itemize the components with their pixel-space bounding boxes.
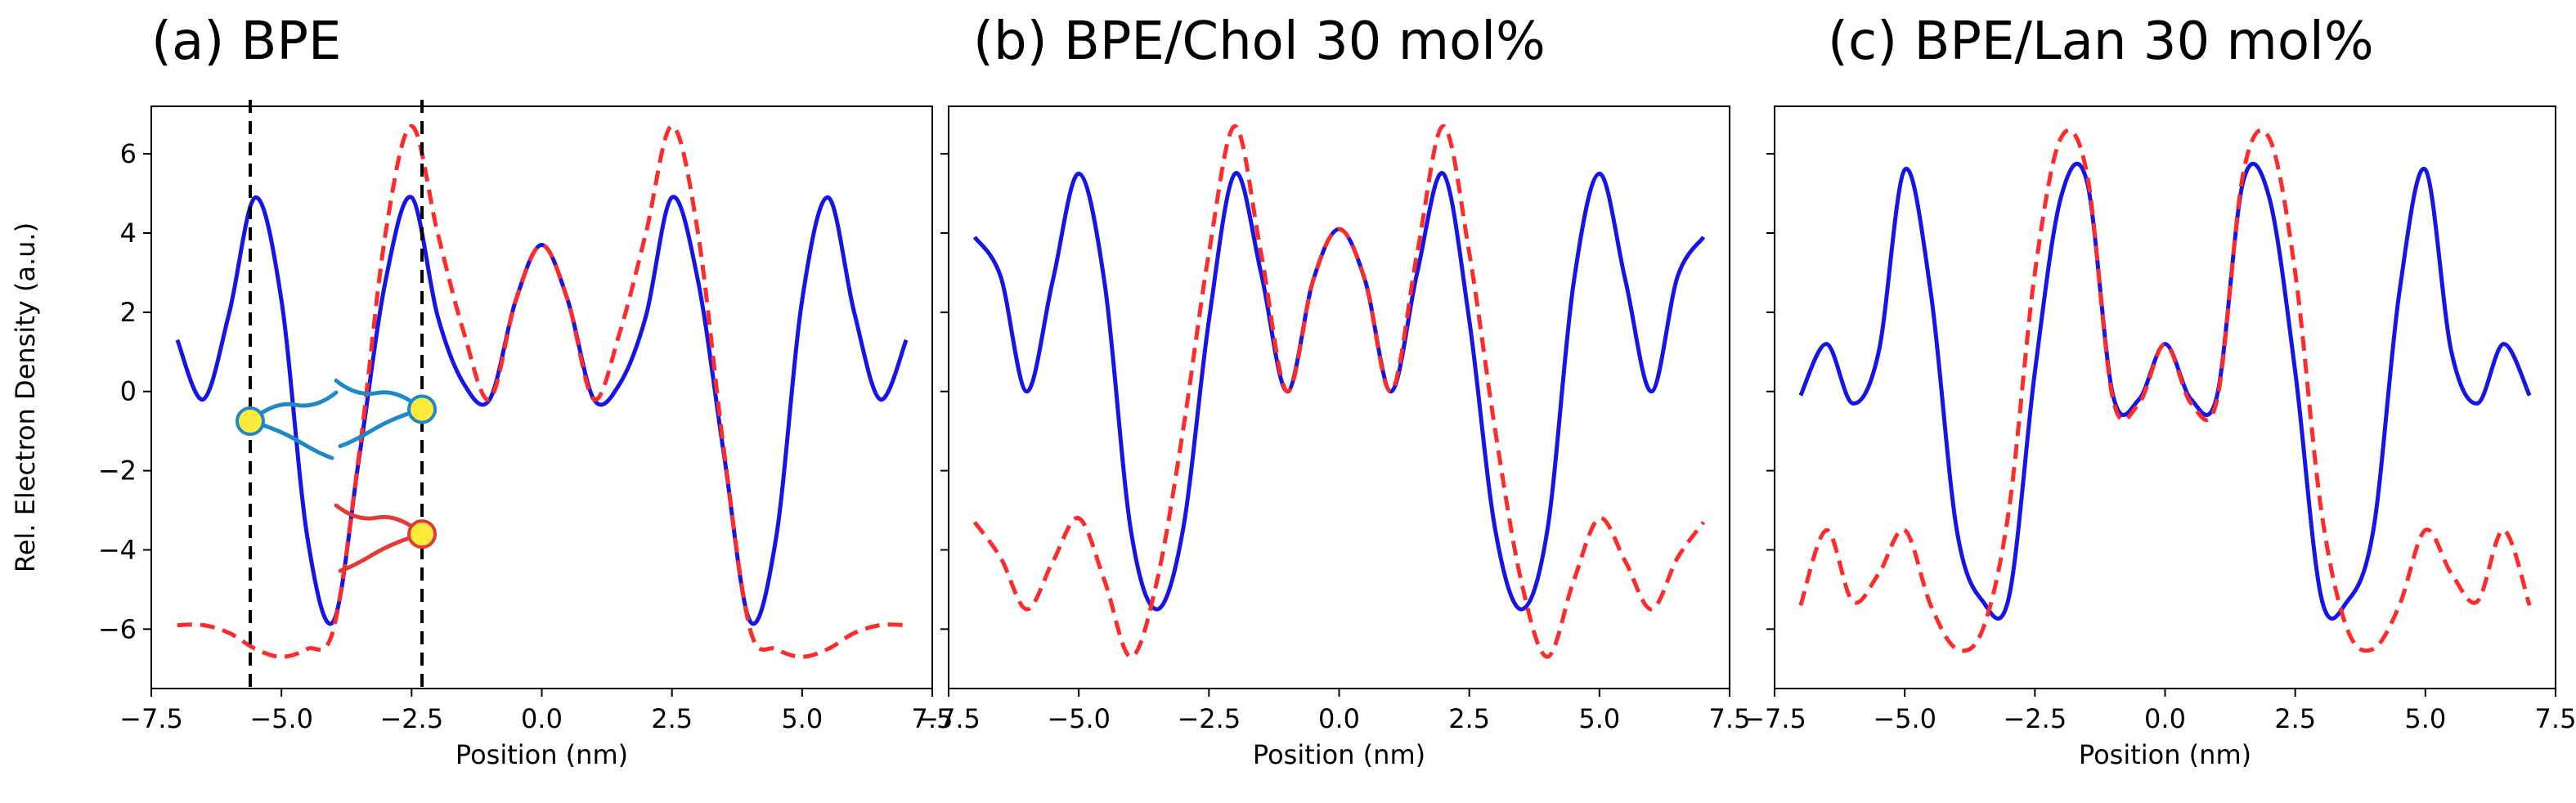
chart-panel-3: (c) BPE/Lan 30 mol% −7.5 −5.0 −2.5 0.0 2.5 5.0… <box>1743 11 2576 770</box>
x-axis-label: Position (nm) <box>456 739 628 770</box>
x-tick-label: 5.0 <box>1578 703 1620 734</box>
y-tick-label: −4 <box>98 534 137 565</box>
lipid-headgroup-icon <box>334 379 438 449</box>
y-tick-label: 4 <box>120 218 137 249</box>
y-axis-label: Rel. Electron Density (a.u.) <box>10 222 41 572</box>
x-tick-label: −5.0 <box>249 703 313 734</box>
axes-frame <box>150 105 933 689</box>
lipid-headgroup-icon-tail-1 <box>248 390 339 424</box>
dashed-series-line <box>177 123 907 659</box>
y-tick-label: 6 <box>120 138 137 169</box>
y-tick-label: −6 <box>98 613 137 644</box>
x-tick-label: 2.5 <box>2274 703 2316 734</box>
chart-title: (c) BPE/Lan 30 mol% <box>1828 11 2374 72</box>
x-tick-label: 0.0 <box>521 703 563 734</box>
x-tick-label: −5.0 <box>1873 703 1936 734</box>
lipid-headgroup-icon-tail-1 <box>334 379 424 412</box>
solid-series-line <box>175 195 909 626</box>
x-tick-label: −7.5 <box>119 703 183 734</box>
x-tick-label: 2.5 <box>1448 703 1490 734</box>
x-tick-label: −7.5 <box>1743 703 1806 734</box>
x-tick-label: 7.5 <box>1709 703 1751 734</box>
lipid-headgroup-icon-head <box>235 406 265 437</box>
solid-series-line <box>972 171 1706 612</box>
y-tick-label: −2 <box>98 455 137 487</box>
lipid-headgroup-icon-tail-2 <box>338 407 424 449</box>
x-tick-label: 5.0 <box>781 703 823 734</box>
x-tick-label: 0.0 <box>1318 703 1360 734</box>
dashed-series-line <box>1798 128 2532 653</box>
panels: (a) BPE −7.5 −5.0 −2.5 0.0 2.5 5.0 7.5 −6 −4 −2 0 2 4… <box>10 11 2576 770</box>
solid-series-line <box>1798 161 2532 621</box>
chart-title: (b) BPE/Chol 30 mol% <box>973 11 1546 72</box>
lipid-headgroup-icon-head <box>407 519 438 550</box>
chart-title: (a) BPE <box>151 11 341 72</box>
lipid-headgroup-icon-head <box>407 394 438 424</box>
x-tick-label: −2.5 <box>379 703 443 734</box>
x-tick-label: −7.5 <box>917 703 981 734</box>
x-axis-label: Position (nm) <box>2079 739 2251 770</box>
x-tick-label: −2.5 <box>1177 703 1241 734</box>
axes-frame <box>1774 105 2556 689</box>
x-tick-label: 5.0 <box>2404 703 2446 734</box>
x-tick-label: −5.0 <box>1047 703 1111 734</box>
y-tick-label: 0 <box>120 376 137 407</box>
lipid-headgroup-icon-tail-2 <box>338 532 424 573</box>
x-tick-label: 7.5 <box>912 703 954 734</box>
x-tick-label: 7.5 <box>2535 703 2576 734</box>
plot-area <box>1798 128 2532 653</box>
chart-panel-2: (b) BPE/Chol 30 mol% −7.5 −5.0 −2.5 0.0 2.5 5.… <box>917 11 1750 770</box>
lipid-headgroup-icon-tail-2 <box>248 419 334 460</box>
chart-panel-1: (a) BPE −7.5 −5.0 −2.5 0.0 2.5 5.0 7.5 −6 −4 −2 0 2 4… <box>10 11 953 770</box>
lipid-headgroup-icon <box>334 503 438 573</box>
x-tick-label: −2.5 <box>2003 703 2067 734</box>
x-axis-label: Position (nm) <box>1253 739 1425 770</box>
axes-frame <box>948 105 1730 689</box>
y-tick-label: 2 <box>120 297 137 328</box>
x-tick-label: 0.0 <box>2144 703 2186 734</box>
lipid-headgroup-icon-tail-1 <box>334 503 424 536</box>
lipid-headgroup-icon <box>235 390 339 460</box>
plot-area <box>972 123 1706 659</box>
plot-area <box>175 123 909 659</box>
x-tick-label: 2.5 <box>651 703 693 734</box>
dashed-series-line <box>972 123 1706 659</box>
